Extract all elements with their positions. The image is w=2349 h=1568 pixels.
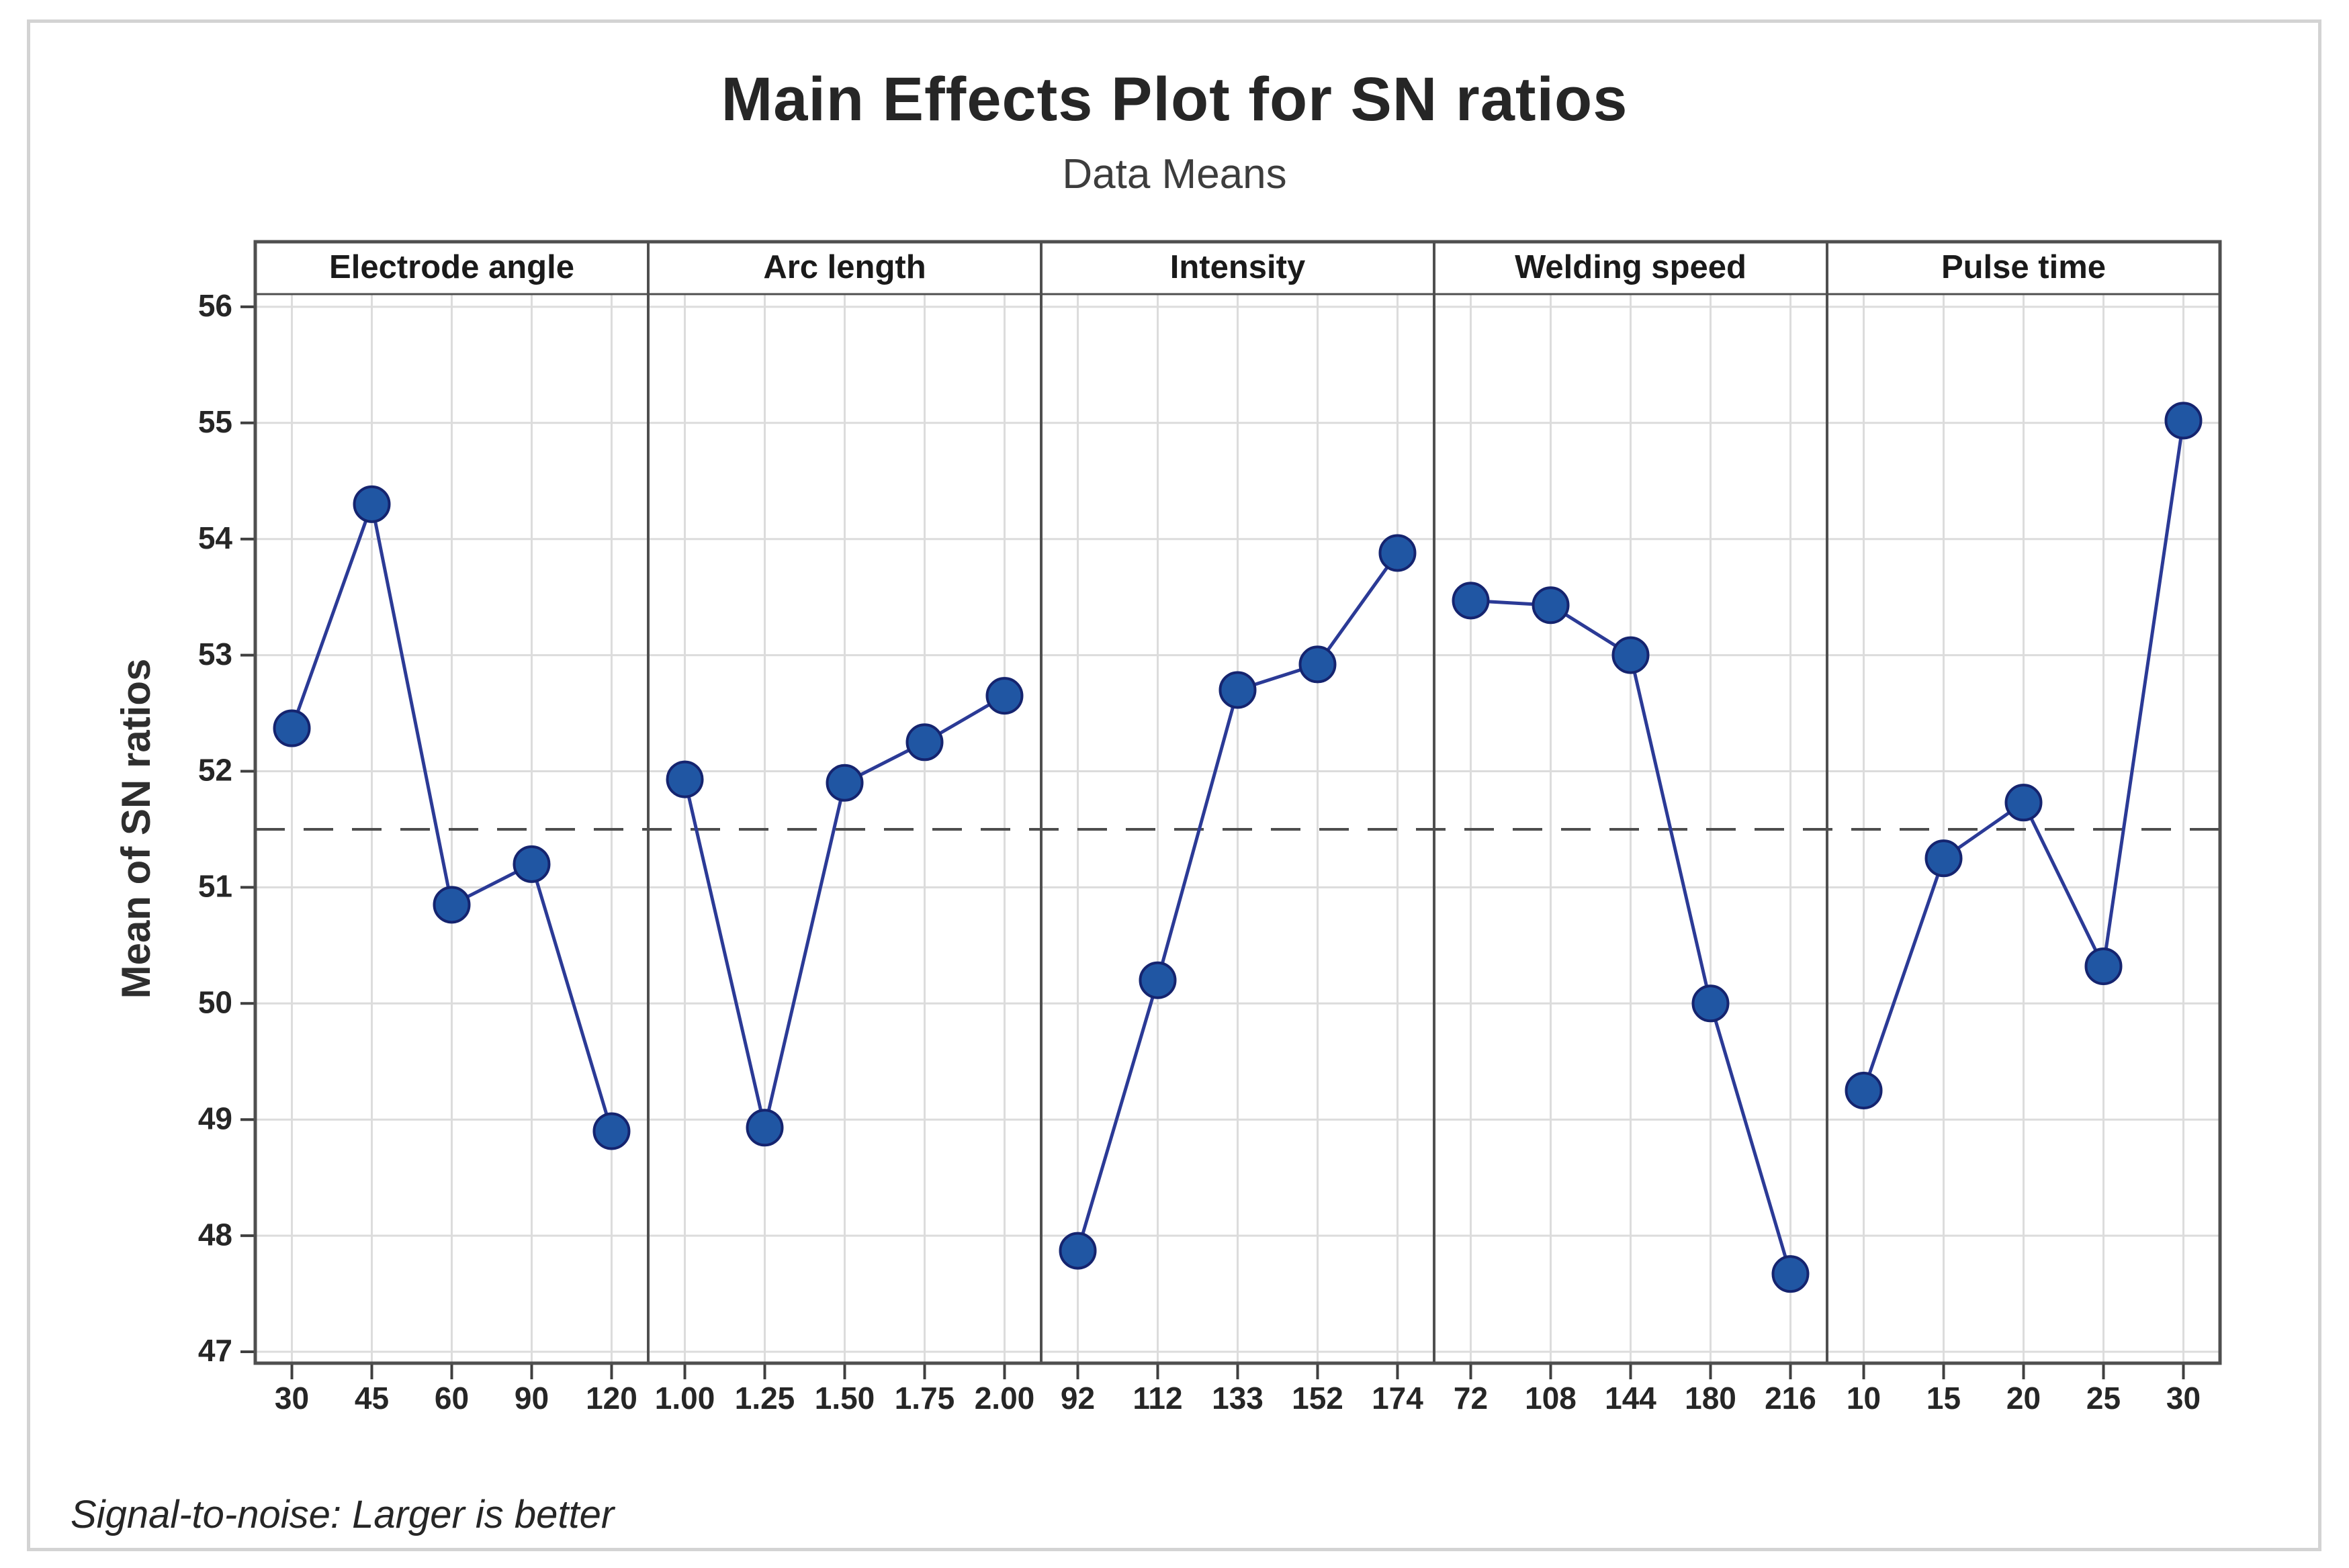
x-tick-label: 108 [1525, 1381, 1577, 1416]
data-point [2164, 402, 2203, 440]
x-tick-label: 60 [435, 1381, 469, 1416]
data-point [1691, 984, 1730, 1023]
chart-title: Main Effects Plot for SN ratios [721, 65, 1628, 134]
y-tick-label: 56 [198, 288, 232, 323]
data-point [513, 845, 551, 883]
x-tick-label: 45 [355, 1381, 389, 1416]
x-tick-label: 25 [2086, 1381, 2121, 1416]
data-point [905, 723, 944, 762]
y-tick-label: 49 [198, 1101, 232, 1136]
y-tick-label: 48 [198, 1217, 232, 1252]
data-point [1611, 636, 1650, 674]
data-point [746, 1109, 784, 1147]
panel-label: Pulse time [1941, 249, 2106, 285]
data-point [1924, 839, 1963, 878]
data-point [2084, 947, 2123, 985]
x-tick-label: 120 [586, 1381, 637, 1416]
x-tick-label: 1.50 [815, 1381, 875, 1416]
x-tick-label: 30 [2166, 1381, 2201, 1416]
x-tick-label: 2.00 [975, 1381, 1035, 1416]
data-point [1298, 645, 1337, 684]
x-tick-label: 15 [1926, 1381, 1961, 1416]
data-point [2004, 784, 2043, 822]
data-point [666, 760, 704, 798]
x-tick-label: 144 [1605, 1381, 1656, 1416]
x-tick-label: 1.75 [895, 1381, 955, 1416]
x-tick-label: 216 [1765, 1381, 1816, 1416]
data-point [1771, 1255, 1810, 1293]
signal-to-noise-note: Signal-to-noise: Larger is better [71, 1493, 615, 1536]
chart-subtitle: Data Means [1062, 151, 1287, 197]
x-tick-label: 1.00 [655, 1381, 715, 1416]
x-tick-label: 30 [275, 1381, 309, 1416]
data-point [1218, 671, 1257, 709]
x-tick-label: 1.25 [735, 1381, 795, 1416]
data-point [592, 1112, 631, 1150]
data-point [1378, 534, 1417, 572]
data-point [1139, 961, 1177, 999]
x-tick-label: 90 [515, 1381, 549, 1416]
data-point [985, 677, 1024, 715]
data-point [353, 485, 391, 523]
figure-border [27, 19, 2321, 1551]
data-point [1532, 586, 1570, 625]
x-tick-label: 92 [1061, 1381, 1095, 1416]
data-point [1059, 1232, 1097, 1270]
panel-label: Arc length [763, 249, 926, 285]
x-tick-label: 20 [2006, 1381, 2041, 1416]
data-point [1452, 582, 1490, 620]
panel-label: Welding speed [1515, 249, 1746, 285]
y-tick-label: 55 [198, 404, 232, 439]
y-tick-label: 51 [198, 869, 232, 904]
x-tick-label: 152 [1292, 1381, 1343, 1416]
y-tick-label: 47 [198, 1333, 232, 1368]
panel-label: Intensity [1170, 249, 1305, 285]
data-point [826, 764, 864, 802]
y-tick-label: 53 [198, 637, 232, 672]
data-point [1845, 1071, 1883, 1109]
x-tick-label: 133 [1212, 1381, 1264, 1416]
x-tick-label: 180 [1685, 1381, 1736, 1416]
x-tick-label: 112 [1133, 1381, 1182, 1416]
x-tick-label: 10 [1847, 1381, 1881, 1416]
x-tick-label: 174 [1372, 1381, 1423, 1416]
panel-label: Electrode angle [329, 249, 574, 285]
data-point [433, 886, 471, 924]
plot-frame [253, 240, 2222, 1365]
y-tick-label: 54 [198, 520, 233, 555]
y-tick-label: 50 [198, 984, 232, 1019]
y-tick-label: 52 [198, 753, 232, 788]
x-tick-label: 72 [1454, 1381, 1488, 1416]
data-point [273, 709, 311, 747]
